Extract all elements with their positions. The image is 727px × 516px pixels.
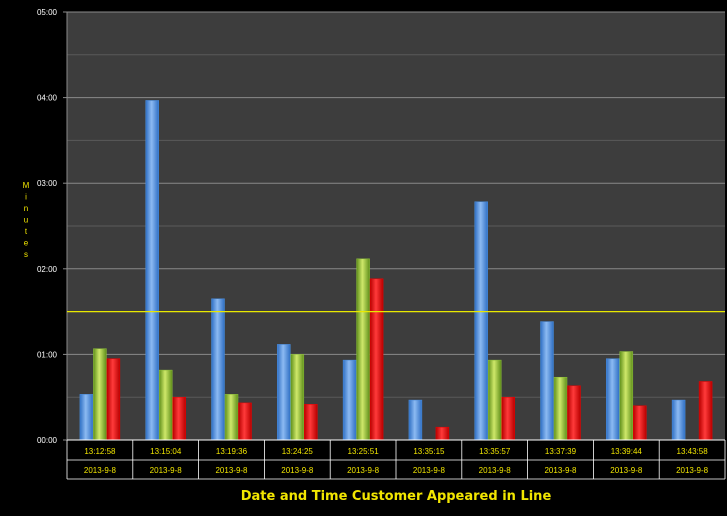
bar: [619, 351, 634, 441]
y-axis-label-letter: i: [25, 193, 27, 202]
bar: [172, 396, 186, 441]
bar: [540, 321, 554, 441]
y-axis-label-letter: e: [24, 239, 29, 248]
bar: [369, 278, 384, 441]
y-axis-label-letter: n: [24, 204, 28, 213]
y-tick-label: 05:00: [37, 8, 58, 17]
bar: [290, 354, 305, 441]
x-tick-time: 13:12:58: [84, 447, 116, 456]
x-tick-date: 2013-9-8: [281, 466, 314, 475]
x-tick-date: 2013-9-8: [610, 466, 643, 475]
bar: [238, 402, 252, 441]
bar: [304, 404, 318, 441]
bar: [342, 359, 357, 441]
x-tick-time: 13:35:15: [413, 447, 445, 456]
y-axis-label-letter: M: [23, 181, 30, 190]
bar: [106, 358, 121, 441]
x-tick-date: 2013-9-8: [544, 466, 577, 475]
x-tick-time: 13:37:39: [545, 447, 577, 456]
x-tick-time: 13:15:04: [150, 447, 182, 456]
bar: [79, 394, 94, 441]
bar: [277, 344, 291, 441]
x-tick-time: 13:39:44: [611, 447, 643, 456]
bar: [474, 201, 488, 441]
x-tick-date: 2013-9-8: [215, 466, 248, 475]
bar: [224, 394, 239, 441]
bar: [487, 359, 502, 441]
bar: [671, 399, 686, 441]
y-axis-label-letter: u: [24, 216, 28, 225]
x-tick-date: 2013-9-8: [84, 466, 117, 475]
bar: [93, 348, 107, 441]
y-tick-label: 04:00: [37, 94, 58, 103]
x-tick-date: 2013-9-8: [413, 466, 446, 475]
x-tick-date: 2013-9-8: [676, 466, 709, 475]
bar: [158, 369, 173, 441]
x-tick-date: 2013-9-8: [479, 466, 512, 475]
bar: [145, 100, 159, 441]
x-axis-label: Date and Time Customer Appeared in Line: [241, 489, 552, 504]
y-tick-label: 01:00: [37, 350, 58, 359]
y-tick-label: 02:00: [37, 265, 58, 274]
y-tick-label: 03:00: [37, 179, 58, 188]
bar: [211, 298, 225, 441]
bar: [698, 381, 713, 441]
x-tick-date: 2013-9-8: [150, 466, 183, 475]
y-axis-label-letter: t: [25, 227, 28, 236]
bar: [567, 385, 581, 441]
x-tick-time: 13:25:51: [348, 447, 380, 456]
bar: [633, 405, 647, 441]
x-tick-time: 13:24:25: [282, 447, 314, 456]
y-axis-label-letter: s: [24, 250, 28, 259]
x-tick-date: 2013-9-8: [347, 466, 380, 475]
bar: [606, 358, 620, 441]
bar: [435, 426, 450, 441]
x-tick-time: 13:35:57: [479, 447, 511, 456]
x-tick-time: 13:43:58: [677, 447, 709, 456]
bar: [501, 396, 515, 441]
bar: [553, 376, 568, 441]
bar: [356, 258, 370, 441]
bar: [408, 399, 423, 441]
y-tick-label: 00:00: [37, 436, 58, 445]
x-tick-time: 13:19:36: [216, 447, 248, 456]
